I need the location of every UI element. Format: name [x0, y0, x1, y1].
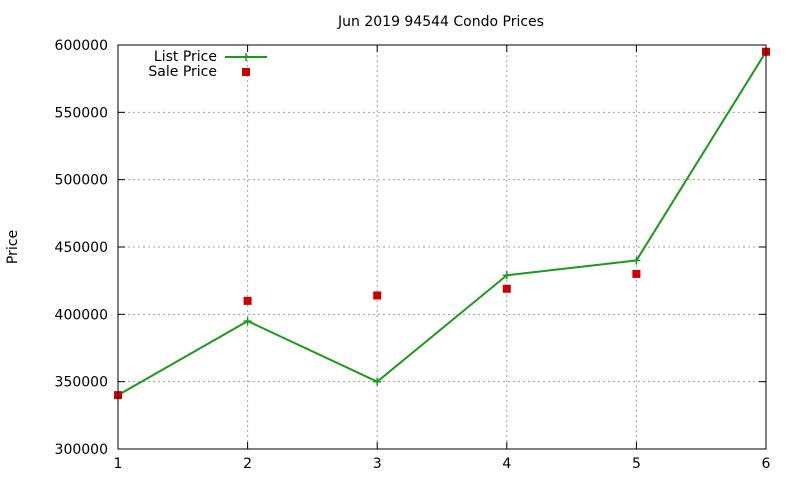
list-price-point	[243, 317, 252, 326]
legend-marker-list-price	[242, 53, 250, 61]
x-tick-label: 4	[502, 456, 511, 472]
list-price-point	[502, 271, 511, 280]
x-tick-label: 2	[243, 456, 252, 472]
plot-frame	[117, 44, 767, 450]
y-tick-label: 450000	[55, 240, 108, 256]
grid-lines	[118, 45, 766, 449]
y-axis-label: Price	[5, 230, 21, 264]
y-tick-label: 300000	[55, 442, 108, 458]
axis-ticks: 300000 350000 400000 450000 500000 550000 6000…	[55, 38, 771, 472]
y-tick-label: 600000	[55, 38, 108, 54]
y-tick-label: 550000	[55, 105, 108, 121]
legend-label-sale-price: Sale Price	[148, 64, 217, 80]
legend-marker-sale-price	[242, 68, 250, 76]
data-series	[114, 47, 770, 400]
legend-label-list-price: List Price	[154, 49, 217, 65]
sale-price-point	[373, 291, 382, 300]
x-tick-label: 1	[114, 456, 123, 472]
list-price-point	[632, 256, 641, 265]
sale-price-point	[502, 284, 511, 293]
y-tick-label: 350000	[55, 375, 108, 391]
y-tick-label: 500000	[55, 173, 108, 189]
list-price-line	[117, 51, 767, 396]
list-price-point	[373, 377, 382, 386]
chart-title: Jun 2019 94544 Condo Prices	[337, 14, 544, 30]
x-tick-label: 3	[373, 456, 382, 472]
x-tick-label: 5	[632, 456, 641, 472]
x-tick-label: 6	[762, 456, 771, 472]
y-tick-label: 400000	[55, 307, 108, 323]
sale-price-point	[632, 269, 641, 278]
sale-price-point	[243, 296, 252, 305]
